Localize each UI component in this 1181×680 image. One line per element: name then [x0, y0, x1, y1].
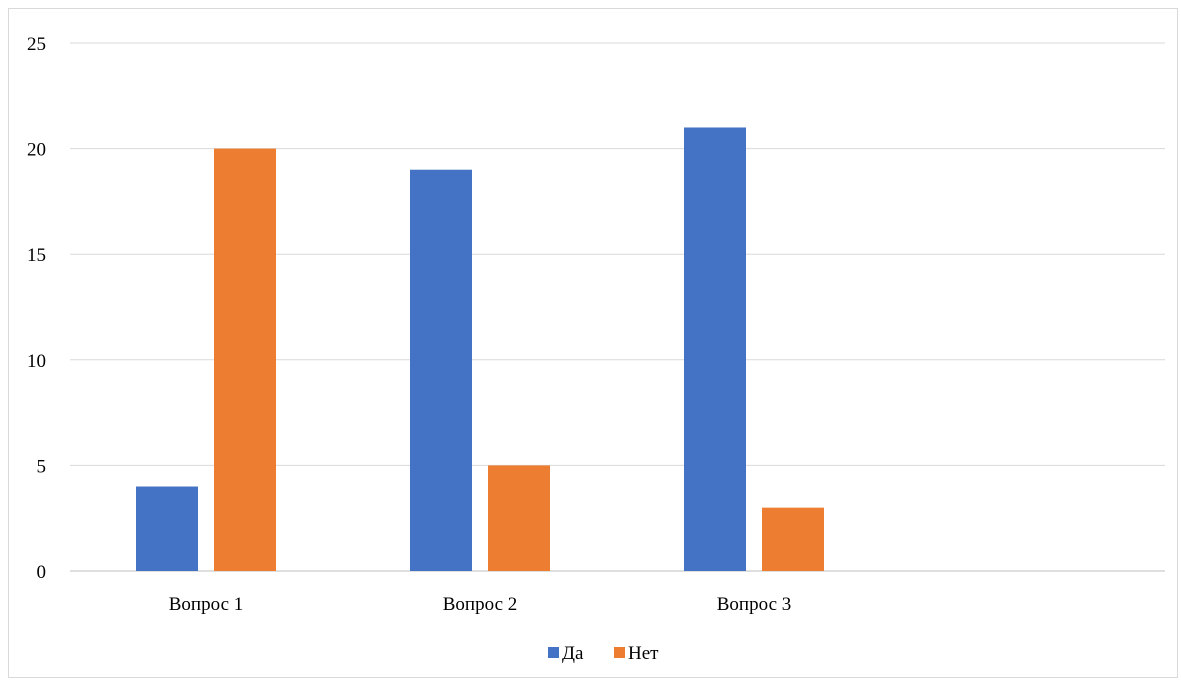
- chart-frame: [8, 8, 1178, 678]
- bar-Нет-Вопрос 3: [762, 507, 824, 571]
- y-tick-label: 20: [27, 140, 46, 161]
- bar-Да-Вопрос 3: [684, 127, 746, 571]
- bars: [136, 127, 824, 571]
- y-tick-label: 25: [27, 34, 46, 55]
- legend-swatch: [548, 647, 559, 658]
- y-tick-label: 5: [37, 456, 47, 477]
- legend-label: Да: [562, 643, 584, 664]
- bar-Да-Вопрос 1: [136, 486, 198, 571]
- legend: Да Нет: [548, 643, 659, 664]
- y-tick-label: 0: [37, 562, 47, 583]
- y-tick-label: 10: [27, 351, 46, 372]
- x-axis-categories: Вопрос 1 Вопрос 2 Вопрос 3: [169, 594, 792, 615]
- bar-Да-Вопрос 2: [410, 169, 472, 571]
- y-axis-ticks: 0 5 10 15 20 25: [27, 34, 46, 583]
- bar-Нет-Вопрос 1: [214, 148, 276, 571]
- x-category-label: Вопрос 2: [443, 594, 518, 615]
- x-category-label: Вопрос 3: [717, 594, 792, 615]
- y-tick-label: 15: [27, 245, 46, 266]
- bar-Нет-Вопрос 2: [488, 465, 550, 571]
- x-category-label: Вопрос 1: [169, 594, 244, 615]
- legend-label: Нет: [628, 643, 659, 664]
- legend-swatch: [614, 647, 625, 658]
